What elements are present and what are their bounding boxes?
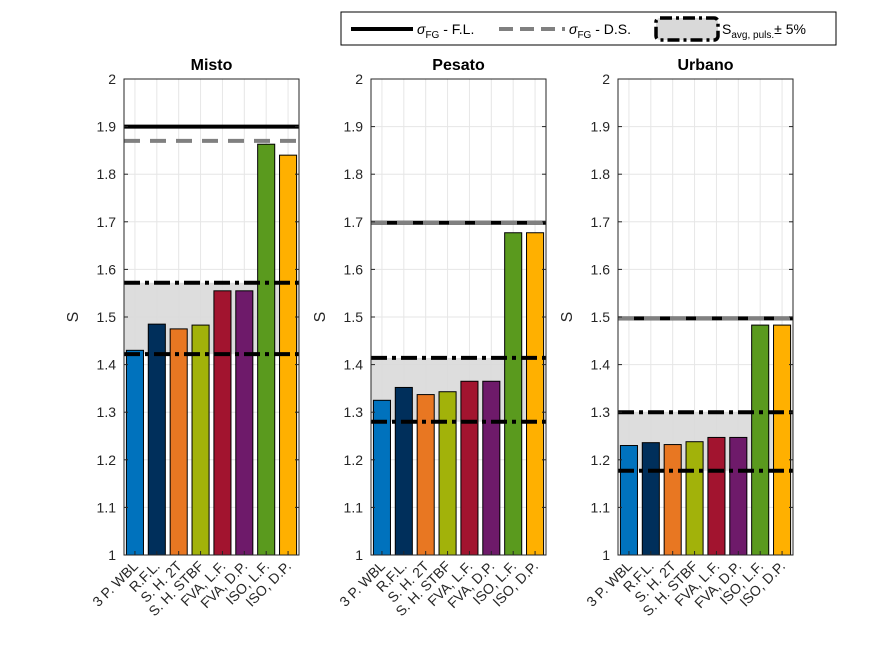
bar-2	[641, 442, 660, 556]
y-tick-label: 1.4	[97, 357, 117, 373]
bar-5	[460, 380, 479, 556]
bar-4	[685, 441, 704, 556]
y-tick-label: 1.6	[344, 261, 364, 277]
legend-fl-symbol: σ	[417, 21, 426, 37]
y-tick-label: 2	[602, 71, 610, 87]
legend-fl-sub: FG	[425, 30, 439, 41]
bar-6	[482, 380, 501, 556]
y-axis-label: S	[559, 312, 576, 323]
bar-2	[147, 323, 166, 556]
y-tick-label: 1.8	[97, 166, 117, 182]
y-axis-label: S	[65, 312, 82, 323]
y-axis-label: S	[312, 312, 329, 323]
bar-3	[416, 394, 435, 556]
legend-band-label: Savg, puls.± 5%	[722, 21, 806, 41]
y-tick-label: 1.3	[591, 404, 611, 420]
y-tick-label: 1.2	[97, 452, 117, 468]
legend-band-sub: avg, puls.	[731, 30, 774, 41]
y-tick-label: 1.8	[344, 166, 364, 182]
panel-pesato: 11.11.21.31.41.51.61.71.81.923 P. WBLR.F…	[312, 57, 547, 619]
panel-title: Pesato	[432, 57, 485, 74]
panel-title: Urbano	[678, 57, 734, 74]
bar-5	[707, 436, 726, 556]
y-tick-label: 1.2	[591, 452, 611, 468]
y-tick-label: 1.4	[344, 357, 364, 373]
bar-3	[169, 328, 188, 556]
y-tick-label: 1.1	[344, 499, 364, 515]
y-tick-label: 1	[355, 547, 363, 563]
bar-1	[619, 445, 638, 556]
legend-box	[340, 11, 837, 46]
panel-misto: 11.11.21.31.41.51.61.71.81.923 P. WBLR.F…	[65, 57, 300, 619]
y-tick-label: 1.5	[344, 309, 364, 325]
legend-fl-suffix: - F.L.	[439, 21, 474, 37]
bar-5	[213, 290, 232, 556]
y-tick-label: 1.9	[344, 119, 364, 135]
legend: σFG - F.L. σFG - D.S. Savg, puls.± 5%	[340, 11, 837, 46]
y-tick-label: 1	[602, 547, 610, 563]
bar-1	[125, 349, 144, 556]
bar-4	[438, 391, 457, 556]
legend-band-main: S	[722, 21, 731, 37]
legend-ds-symbol: σ	[569, 21, 578, 37]
y-tick-label: 1.8	[591, 166, 611, 182]
y-tick-label: 1.9	[97, 119, 117, 135]
bar-6	[235, 290, 254, 556]
bar-7	[257, 143, 276, 556]
chart-panels: 11.11.21.31.41.51.61.71.81.923 P. WBLR.F…	[65, 57, 794, 619]
y-tick-label: 1.2	[344, 452, 364, 468]
y-tick-label: 1.7	[97, 214, 117, 230]
y-tick-label: 1.3	[344, 404, 364, 420]
y-tick-label: 1.4	[591, 357, 611, 373]
y-tick-label: 1.6	[591, 261, 611, 277]
y-tick-label: 1.3	[97, 404, 117, 420]
bar-3	[663, 444, 682, 556]
panel-urbano: 11.11.21.31.41.51.61.71.81.923 P. WBLR.F…	[559, 57, 794, 619]
y-tick-label: 1.6	[97, 261, 117, 277]
y-tick-label: 2	[108, 71, 116, 87]
bar-8	[526, 232, 545, 556]
bar-7	[504, 232, 523, 556]
legend-ds-sub: FG	[577, 30, 591, 41]
y-tick-label: 1.7	[591, 214, 611, 230]
panel-title: Misto	[191, 57, 233, 74]
y-tick-label: 1.1	[591, 499, 611, 515]
y-tick-label: 1.5	[591, 309, 611, 325]
y-tick-label: 1	[108, 547, 116, 563]
bar-8	[773, 324, 792, 556]
y-tick-label: 1.7	[344, 214, 364, 230]
y-tick-label: 1.1	[97, 499, 117, 515]
legend-ds-suffix: - D.S.	[591, 21, 631, 37]
bar-4	[191, 324, 210, 556]
y-tick-label: 1.5	[97, 309, 117, 325]
y-tick-label: 1.9	[591, 119, 611, 135]
legend-band-suffix: ± 5%	[774, 21, 806, 37]
bar-2	[394, 386, 413, 556]
legend-fl-label: σFG - F.L.	[417, 21, 474, 41]
legend-band-swatch	[654, 16, 720, 42]
legend-ds-label: σFG - D.S.	[569, 21, 631, 41]
bar-6	[729, 436, 748, 556]
bar-7	[751, 324, 770, 556]
y-tick-label: 2	[355, 71, 363, 87]
